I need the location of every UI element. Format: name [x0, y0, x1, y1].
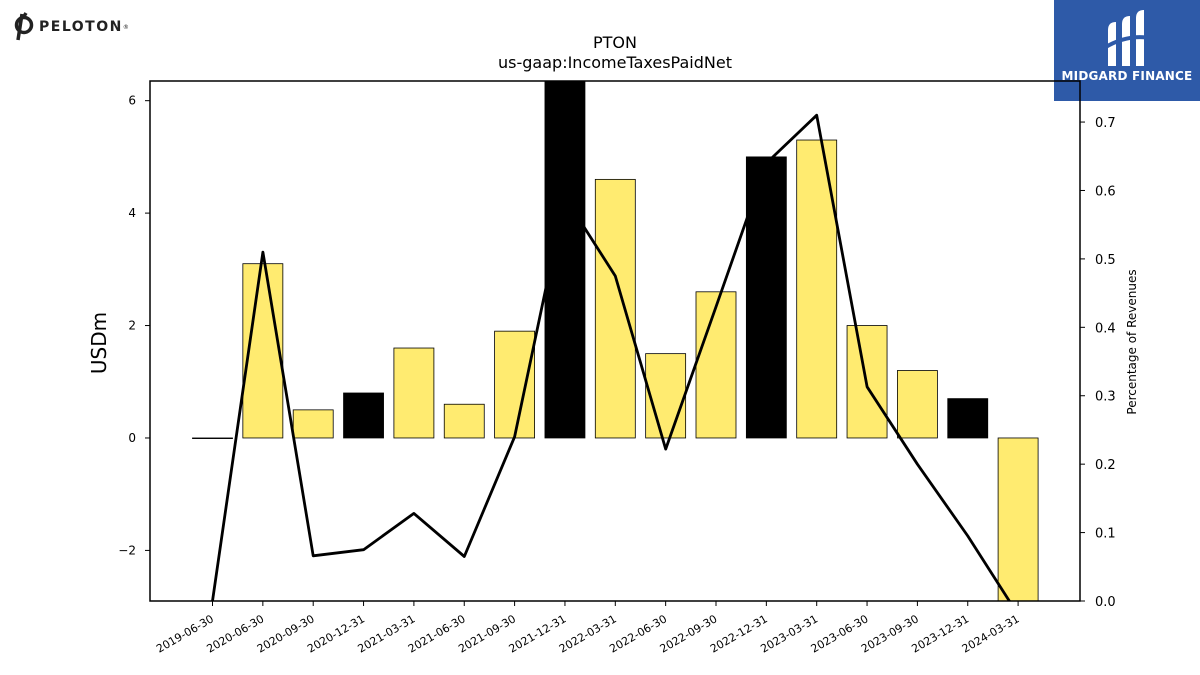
y-tick-label: 6 [128, 94, 136, 108]
y2-tick-label: 0.6 [1095, 184, 1116, 199]
chart-subtitle: us-gaap:IncomeTaxesPaidNet [498, 53, 732, 72]
bar-2019-06-30 [192, 437, 233, 439]
bar-2023-12-31 [947, 398, 989, 439]
bar-2022-09-30 [695, 291, 737, 439]
bar-2021-06-30 [443, 403, 485, 439]
bar-2021-03-31 [393, 347, 435, 439]
bar-2023-09-30 [897, 370, 938, 439]
bar-2024-03-31 [997, 437, 1039, 601]
y2-tick-label: 0.1 [1095, 527, 1116, 542]
midgard-finance-logo: MIDGARD FINANCE [1054, 0, 1200, 101]
y-axis-label: USDm [87, 312, 111, 374]
percentage-line [211, 113, 1012, 601]
y-tick-label: 4 [128, 206, 136, 220]
chart-title: PTON [593, 33, 637, 52]
peloton-logo: PELOTON ® [12, 12, 129, 42]
bars-group [192, 81, 1039, 601]
bar-2020-09-30 [292, 409, 334, 439]
y-tick-label: 2 [128, 319, 136, 333]
peloton-logo-icon [14, 12, 34, 41]
y2-tick-label: 0.3 [1095, 390, 1116, 405]
bar-2021-09-30 [494, 330, 536, 439]
y2-tick-label: 0.5 [1095, 253, 1116, 268]
x-tick-label: 2024-03-31 [960, 612, 1022, 655]
midgard-brand-text: MIDGARD FINANCE [1061, 69, 1193, 83]
y2-tick-label: 0.0 [1095, 595, 1116, 610]
y-tick-label: 0 [128, 431, 136, 445]
y-tick-label: −2 [118, 543, 136, 557]
y2-tick-label: 0.2 [1095, 458, 1116, 473]
y2-tick-label: 0.7 [1095, 116, 1116, 131]
y2-tick-label: 0.4 [1095, 321, 1116, 336]
peloton-registered-mark: ® [122, 23, 129, 31]
bar-2022-06-30 [645, 353, 687, 439]
midgard-logo-icon [1102, 10, 1151, 66]
line-group [211, 113, 1012, 601]
peloton-brand-text: PELOTON [39, 19, 123, 35]
bar-2022-03-31 [594, 178, 636, 439]
y2-axis-label: Percentage of Revenues [1125, 269, 1139, 414]
bar-2020-12-31 [343, 392, 384, 439]
